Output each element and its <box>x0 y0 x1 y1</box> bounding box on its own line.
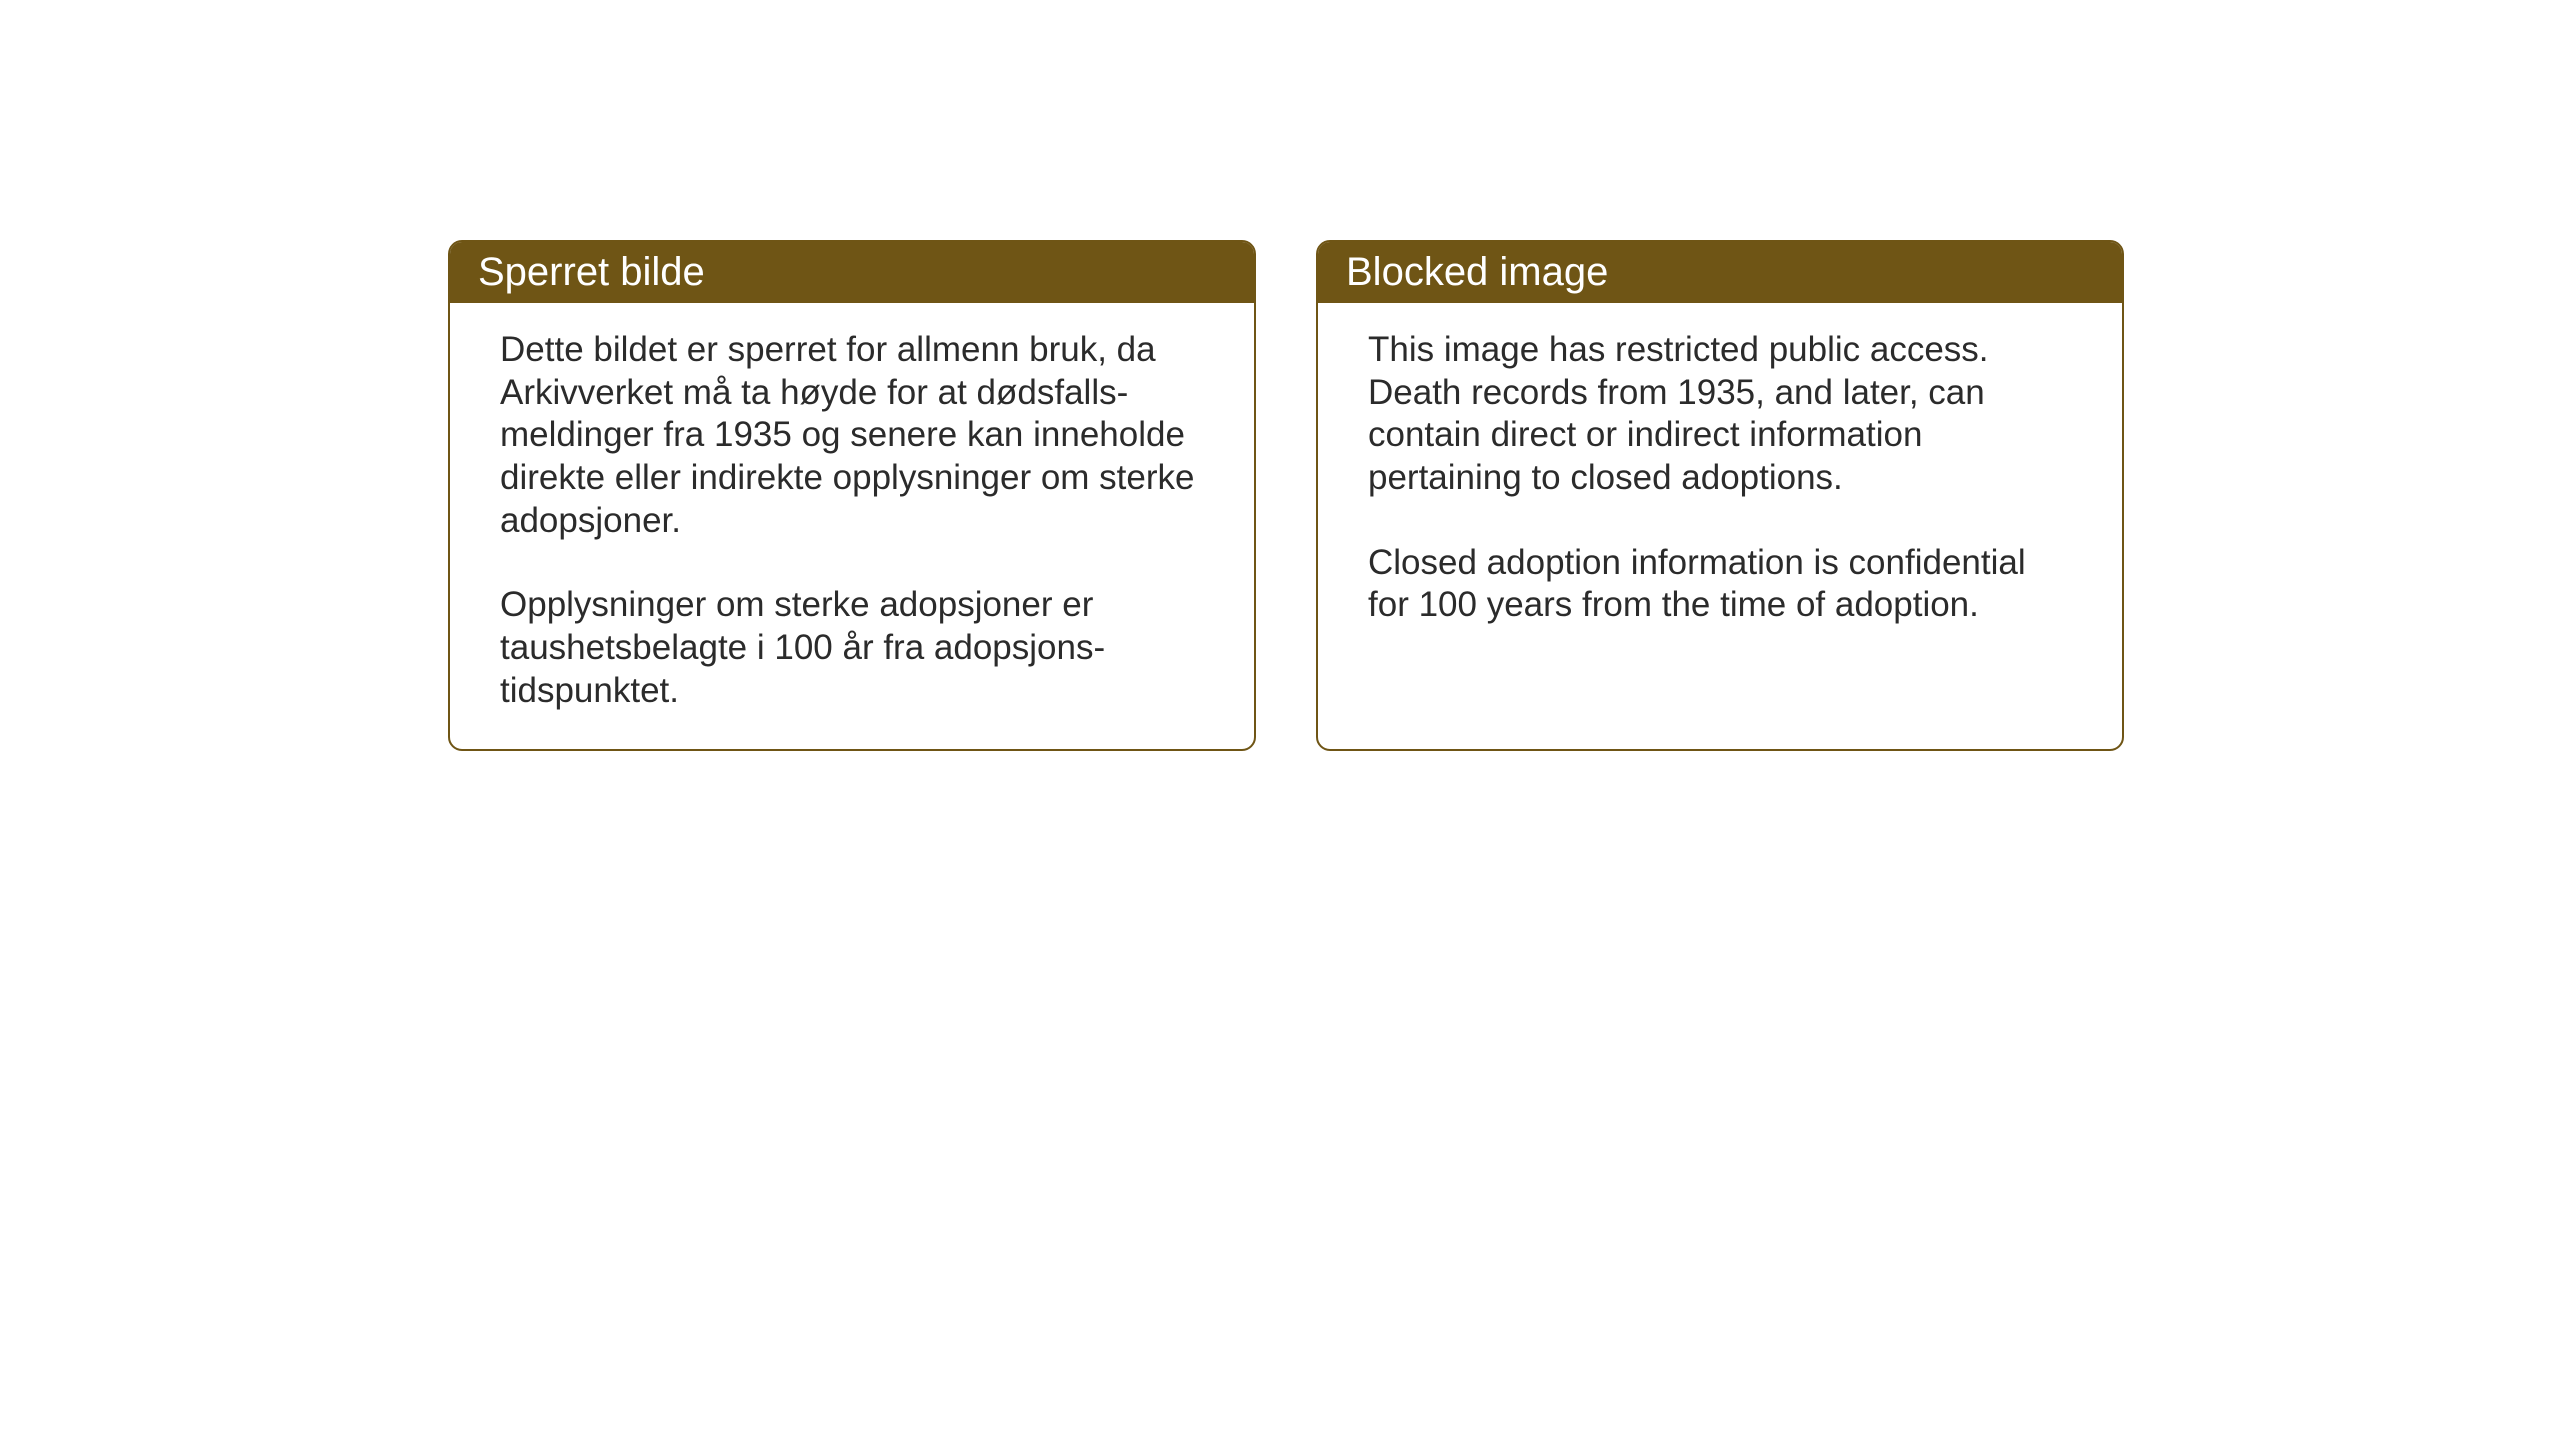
english-panel-body: This image has restricted public access.… <box>1318 303 2122 741</box>
norwegian-panel: Sperret bilde Dette bildet er sperret fo… <box>448 240 1256 751</box>
english-paragraph-1: This image has restricted public access.… <box>1368 329 2072 500</box>
notice-container: Sperret bilde Dette bildet er sperret fo… <box>448 240 2124 751</box>
norwegian-panel-title: Sperret bilde <box>478 250 705 294</box>
english-paragraph-2: Closed adoption information is confident… <box>1368 542 2072 627</box>
norwegian-panel-body: Dette bildet er sperret for allmenn bruk… <box>450 303 1254 749</box>
norwegian-paragraph-1: Dette bildet er sperret for allmenn bruk… <box>500 329 1204 542</box>
english-panel-header: Blocked image <box>1318 242 2122 303</box>
english-panel: Blocked image This image has restricted … <box>1316 240 2124 751</box>
english-panel-title: Blocked image <box>1346 250 1608 294</box>
norwegian-panel-header: Sperret bilde <box>450 242 1254 303</box>
norwegian-paragraph-2: Opplysninger om sterke adopsjoner er tau… <box>500 584 1204 712</box>
